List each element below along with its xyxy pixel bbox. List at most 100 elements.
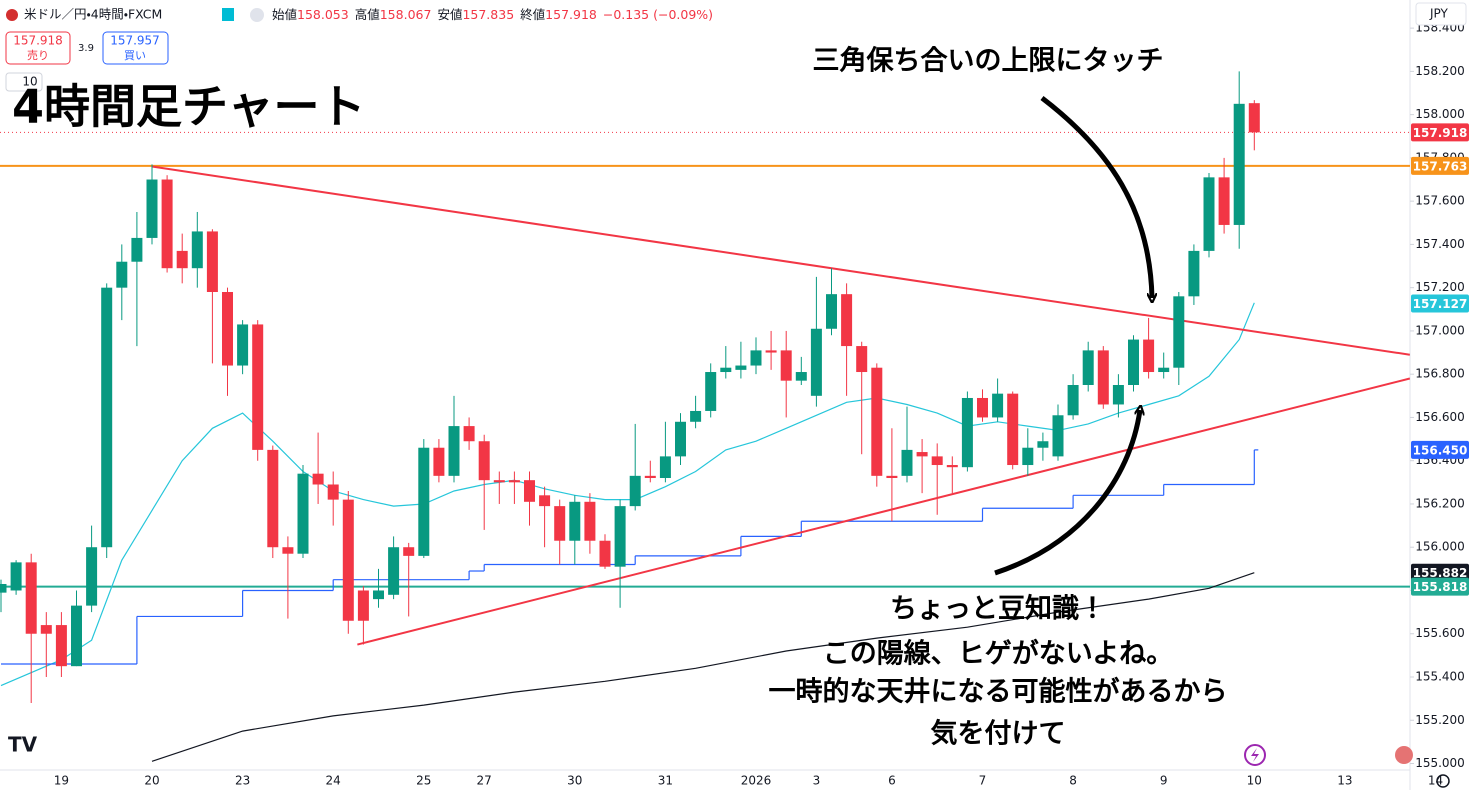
price-tag-label: 157.127 <box>1413 297 1468 311</box>
x-tick-label: 13 <box>1337 774 1352 788</box>
candle-body <box>977 397 988 418</box>
candle-body <box>826 294 837 329</box>
candle-body <box>1052 415 1064 457</box>
price-tag-label: 155.882 <box>1413 566 1468 580</box>
x-tick-label: 2026 <box>741 774 772 788</box>
trendline <box>151 165 1410 356</box>
candle-body <box>267 449 279 548</box>
candle-body <box>810 328 822 396</box>
arrow <box>994 410 1140 576</box>
price-tag <box>1411 563 1469 582</box>
ohlc-value: 158.067 <box>380 7 432 22</box>
x-tick-label: 25 <box>416 774 431 788</box>
candle-body <box>1007 393 1019 466</box>
x-tick-label: 10 <box>1247 774 1262 788</box>
event-icon-bolt <box>1251 748 1259 762</box>
candle-body <box>1173 296 1185 368</box>
candle-body <box>71 605 82 667</box>
change: −0.135 (−0.09%) <box>603 7 713 22</box>
candle-body <box>388 547 400 595</box>
candle-body <box>584 501 596 541</box>
candle-body <box>0 583 7 593</box>
toggle-icon[interactable] <box>250 8 264 22</box>
candle-body <box>297 473 309 554</box>
candle-body <box>659 456 671 479</box>
x-tick-label: 20 <box>144 774 159 788</box>
x-tick-label: 31 <box>658 774 673 788</box>
arrow <box>1040 96 1152 298</box>
ohlc-label: 始値 <box>272 7 297 22</box>
candle-body <box>55 625 67 667</box>
price-tag-label: 155.818 <box>1413 580 1468 594</box>
candle-body <box>795 372 807 381</box>
candle-body <box>146 179 158 238</box>
candle-body <box>176 250 188 269</box>
candle-body <box>901 449 913 476</box>
candle-body <box>1067 385 1079 416</box>
candle-body <box>357 590 369 621</box>
candle-body <box>1203 177 1215 251</box>
candle-body <box>765 350 777 353</box>
candle-body <box>614 506 626 567</box>
candle-body <box>10 562 22 591</box>
annotation-line: この陽線、ヒゲがないよね。 <box>823 638 1173 670</box>
x-tick-label: 8 <box>1069 774 1077 788</box>
price-tag <box>1411 123 1469 142</box>
annotation-line: 気を付けて <box>931 718 1066 750</box>
candle-body <box>1022 447 1034 466</box>
y-tick-label: 155.600 <box>1415 626 1465 640</box>
ohlc: 始値158.053 高値158.067 安値157.835 終値157.918 −0.1… <box>272 7 713 22</box>
candle-body <box>1188 250 1200 297</box>
candle-body <box>1158 367 1170 373</box>
sell-button[interactable] <box>5 31 71 65</box>
candle-body <box>690 410 702 422</box>
candle-body <box>403 547 415 556</box>
candle-body <box>191 231 203 269</box>
candle-body <box>720 367 732 373</box>
y-tick-label: 156.800 <box>1415 367 1465 381</box>
indicator-toggle[interactable] <box>5 72 43 92</box>
candle-body <box>161 179 173 269</box>
ohlc-value: 158.053 <box>297 7 349 22</box>
candle-body <box>463 426 475 442</box>
x-tick-label: 6 <box>888 774 896 788</box>
ohlc-value: 157.918 <box>545 7 597 22</box>
candle-body <box>1218 177 1230 225</box>
buy-button[interactable] <box>102 31 169 65</box>
y-tick-label: 157.200 <box>1415 280 1465 294</box>
candle-body <box>131 237 143 262</box>
candle-body <box>342 499 354 621</box>
candle-body <box>237 324 249 366</box>
y-tick-label: 155.400 <box>1415 669 1465 683</box>
price-tag <box>1411 577 1469 596</box>
ohlc-value: 157.835 <box>462 7 514 22</box>
candle-body <box>992 393 1004 418</box>
x-tick-label: 7 <box>979 774 987 788</box>
candle-body <box>629 475 641 507</box>
settings-icon[interactable] <box>1436 774 1450 788</box>
candle-body <box>508 480 520 483</box>
trendline <box>357 377 1410 646</box>
sell-price: 157.918 <box>13 34 63 48</box>
buy-label: 買い <box>124 49 146 62</box>
candle-body <box>1097 350 1109 405</box>
price-tag <box>1411 440 1469 459</box>
x-tick-label: 24 <box>326 774 341 788</box>
candle-body <box>418 447 430 556</box>
candle-body <box>1082 350 1094 385</box>
candle-body <box>116 261 128 288</box>
y-tick-label: 155.000 <box>1415 756 1465 770</box>
candle-body <box>373 590 384 600</box>
ohlc-label: 終値 <box>520 7 545 22</box>
x-tick-label: 23 <box>235 774 250 788</box>
ohlc-label: 安値 <box>437 7 462 22</box>
candle-body <box>569 501 581 541</box>
x-tick-label: 30 <box>567 774 582 788</box>
candle-body <box>252 324 264 450</box>
indicator-count: 10 <box>22 75 37 89</box>
y-tick-label: 158.200 <box>1415 64 1465 78</box>
moving-average <box>151 572 1255 762</box>
candle-body <box>675 421 686 457</box>
candle-body <box>448 426 460 476</box>
currency-button[interactable] <box>1415 2 1467 26</box>
